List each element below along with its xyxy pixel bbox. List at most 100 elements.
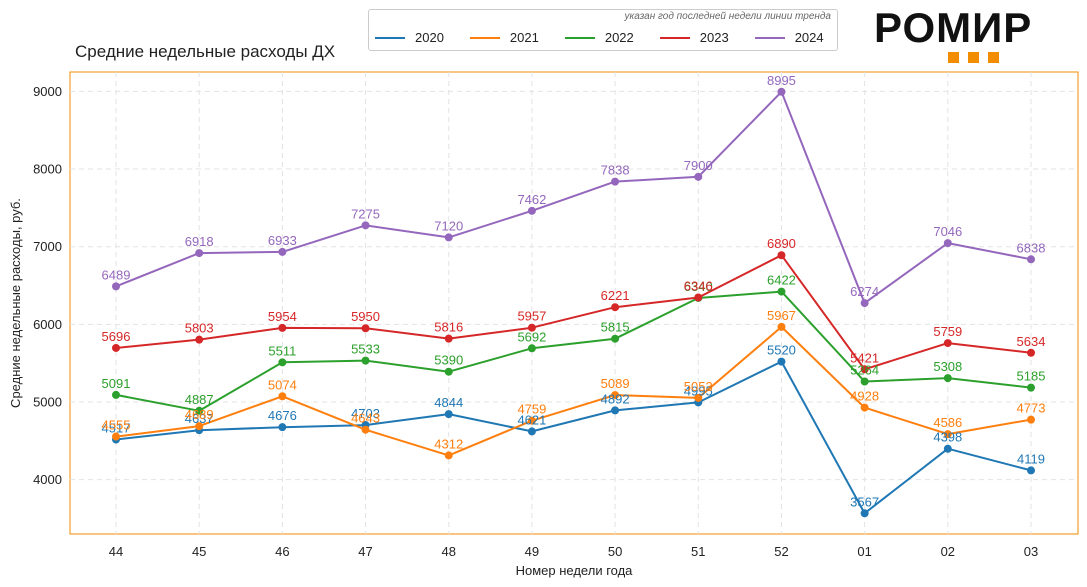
data-point <box>943 339 952 348</box>
data-label: 4398 <box>933 430 962 445</box>
data-label: 4703 <box>351 406 380 421</box>
data-label: 6890 <box>767 236 796 251</box>
data-point <box>611 334 620 343</box>
data-point <box>777 87 786 96</box>
data-point <box>860 509 869 518</box>
data-label: 5185 <box>1017 369 1046 384</box>
data-point <box>860 377 869 386</box>
data-label: 4312 <box>434 436 463 451</box>
data-label: 5815 <box>601 320 630 335</box>
data-point <box>444 233 453 242</box>
legend-item-2024: 2024 <box>754 30 824 45</box>
data-label: 6274 <box>850 284 879 299</box>
data-point <box>444 334 453 343</box>
x-axis-ticks: 44 45 46 47 48 49 50 51 52 01 02 03 <box>109 544 1038 559</box>
logo-square <box>948 52 959 63</box>
logo-square <box>968 52 979 63</box>
data-point <box>860 403 869 412</box>
y-tick-label: 8000 <box>33 162 62 177</box>
series-line-2020 <box>115 360 1032 515</box>
data-label: 5421 <box>850 350 879 365</box>
data-point <box>278 423 287 432</box>
data-label: 4887 <box>185 392 214 407</box>
data-point <box>1027 255 1035 264</box>
data-label: 5264 <box>850 363 879 378</box>
data-point <box>527 344 536 353</box>
data-label: 5390 <box>434 353 463 368</box>
data-label: 4759 <box>517 402 546 417</box>
data-point <box>611 406 620 415</box>
data-point <box>195 335 204 344</box>
y-tick-label: 7000 <box>33 239 62 254</box>
data-point <box>694 172 703 181</box>
legend-item-2020: 2020 <box>375 30 444 45</box>
data-point <box>943 444 952 453</box>
data-labels-group: 4517 4637 4676 4703 4844 4621 4892 4995 5520 3567… <box>102 73 1046 509</box>
data-label: 5533 <box>351 342 380 357</box>
data-point <box>195 422 204 431</box>
data-label: 5759 <box>933 324 962 339</box>
legend-note: указан год последней недели линии тренда <box>624 11 831 22</box>
data-label: 5967 <box>767 308 796 323</box>
x-axis-label: Номер недели года <box>516 563 634 578</box>
data-point <box>860 365 869 374</box>
data-label: 6838 <box>1017 240 1046 255</box>
data-label: 5803 <box>185 321 214 336</box>
y-tick-label: 6000 <box>33 317 62 332</box>
data-point <box>444 451 453 460</box>
legend-label: 2022 <box>604 30 634 45</box>
data-point <box>777 322 786 331</box>
data-label: 6933 <box>268 233 297 248</box>
data-point <box>112 282 120 291</box>
series-group <box>112 87 1035 518</box>
data-label: 6918 <box>185 234 214 249</box>
data-point <box>777 287 786 296</box>
legend-item-2023: 2023 <box>659 30 729 45</box>
data-point <box>444 410 453 419</box>
data-point <box>278 247 287 256</box>
x-tick-label: 45 <box>192 544 206 559</box>
legend-item-2022: 2022 <box>564 30 634 45</box>
x-tick-label: 50 <box>608 544 622 559</box>
data-label: 3567 <box>850 494 879 509</box>
logo-square <box>988 52 999 63</box>
data-label: 7838 <box>601 163 630 178</box>
x-tick-label: 01 <box>857 544 871 559</box>
x-tick-label: 44 <box>109 544 123 559</box>
legend-items: 2020 2021 2022 2023 2024 <box>375 30 850 45</box>
data-label: 6340 <box>684 279 713 294</box>
data-point <box>611 303 620 312</box>
series-line-2023 <box>115 254 1032 371</box>
series-line-2022 <box>115 290 1032 412</box>
data-label: 4555 <box>102 418 131 433</box>
data-point <box>527 323 536 332</box>
legend-item-2021: 2021 <box>469 30 539 45</box>
data-point <box>1027 415 1035 424</box>
data-point <box>527 427 536 436</box>
data-label: 6422 <box>767 273 796 288</box>
data-point <box>527 206 536 215</box>
logo-text: РОМИР <box>874 4 1033 51</box>
data-point <box>777 251 786 260</box>
data-point <box>943 430 952 439</box>
data-label: 4689 <box>185 407 214 422</box>
logo-squares <box>948 52 1008 63</box>
legend-label: 2020 <box>415 30 444 45</box>
data-point <box>195 249 204 258</box>
data-point <box>278 323 287 332</box>
x-tick-label: 52 <box>774 544 788 559</box>
data-point <box>777 357 786 366</box>
data-point <box>694 293 703 302</box>
x-tick-label: 03 <box>1024 544 1038 559</box>
data-point <box>195 406 204 415</box>
data-point <box>361 425 370 434</box>
legend-swatch <box>469 36 500 39</box>
data-label: 4892 <box>601 391 630 406</box>
data-point <box>444 367 453 376</box>
x-tick-label: 02 <box>941 544 955 559</box>
legend-swatch <box>375 36 405 39</box>
x-tick-label: 46 <box>275 544 289 559</box>
series-line-2021 <box>115 325 1032 457</box>
legend-swatch <box>564 36 595 39</box>
